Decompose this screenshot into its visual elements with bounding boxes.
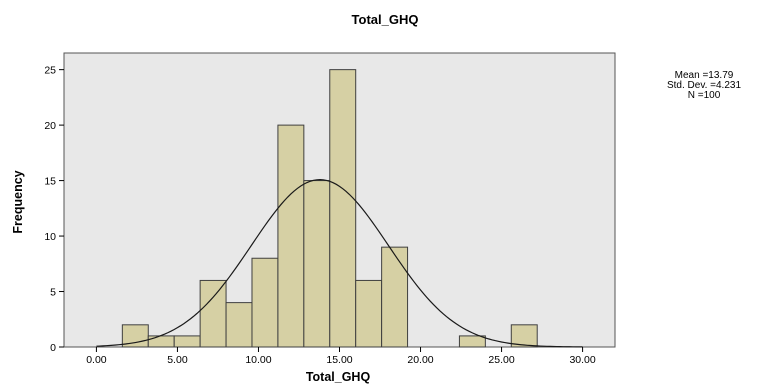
y-tick-label: 15	[44, 176, 56, 188]
histogram-bar-12	[458, 335, 486, 348]
histogram-bar-2	[147, 335, 175, 348]
stat-line-3: N =100	[688, 90, 721, 101]
y-tick-label: 0	[50, 342, 56, 354]
y-tick-label: 25	[44, 65, 56, 77]
x-tick-label: 25.00	[488, 354, 514, 366]
y-tick-label: 5	[50, 287, 56, 299]
y-tick-label: 20	[44, 120, 56, 132]
histogram-bar-8	[303, 180, 331, 348]
histogram-bar-11	[381, 246, 409, 348]
histogram-bar-7	[277, 124, 305, 348]
stat-line-2: Std. Dev. =4.231	[667, 80, 741, 91]
y-axis: 0 5 10 15 20 25	[44, 65, 64, 354]
histogram-bar-10	[355, 279, 383, 348]
normal-curve	[96, 179, 583, 348]
histogram-bar-5	[225, 302, 253, 348]
y-axis-label: Frequency	[11, 170, 25, 233]
histogram-bar-9	[329, 69, 357, 348]
y-tick-label: 10	[44, 231, 56, 243]
stat-line-1: Mean =13.79	[675, 70, 734, 81]
x-tick-label: 5.00	[167, 354, 188, 366]
x-tick-label: 30.00	[569, 354, 595, 366]
x-axis-label: Total_GHQ	[306, 370, 371, 384]
x-tick-label: 10.00	[245, 354, 271, 366]
histogram-bar-4	[199, 279, 227, 348]
x-tick-label: 20.00	[407, 354, 433, 366]
bars-group	[121, 69, 538, 348]
chart-title: Total_GHQ	[352, 12, 419, 27]
x-axis: 0.00 5.00 10.00 15.00 20.00 25.00 30.00	[86, 347, 596, 366]
histogram-bar-3	[173, 335, 201, 348]
histogram-bar-6	[251, 257, 279, 348]
x-tick-label: 15.00	[326, 354, 352, 366]
histogram-bar-13	[510, 324, 538, 348]
x-tick-label: 0.00	[86, 354, 107, 366]
